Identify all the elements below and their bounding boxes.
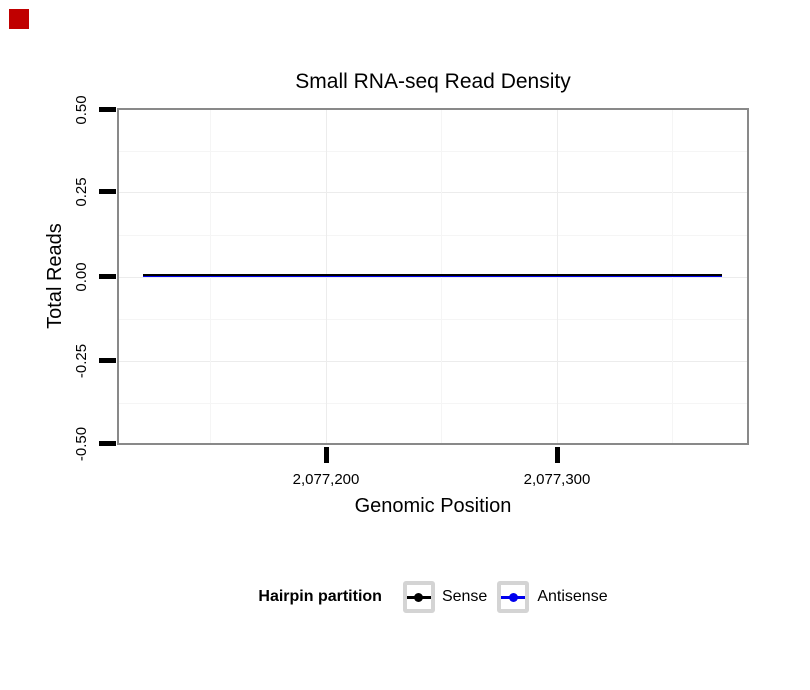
- y-tick-mark: [99, 189, 116, 194]
- x-tick-label: 2,077,200: [292, 471, 360, 488]
- legend-key-sense: [402, 581, 435, 613]
- y-tick-mark: [99, 358, 116, 363]
- gridline-major-horizontal: [119, 277, 747, 278]
- x-tick-label: 2,077,300: [523, 471, 591, 488]
- gridline-minor-horizontal: [119, 151, 747, 152]
- y-tick-mark: [99, 107, 116, 112]
- y-tick-label: 0.00: [73, 262, 90, 292]
- y-tick-label: -0.25: [73, 343, 90, 379]
- x-tick-mark: [324, 447, 329, 463]
- gridline-minor-horizontal: [119, 319, 747, 320]
- legend-title: Hairpin partition: [258, 588, 382, 605]
- y-tick-label: 0.25: [73, 177, 90, 207]
- chart-title: Small RNA-seq Read Density: [295, 70, 571, 93]
- antisense-dot-icon: [508, 592, 518, 602]
- legend: Hairpin partition Sense Antisense: [117, 580, 749, 614]
- legend-label-antisense: Antisense: [537, 588, 608, 605]
- gridline-major-horizontal: [119, 361, 747, 362]
- y-tick-mark: [99, 274, 116, 279]
- y-axis-title: Total Reads: [44, 223, 66, 329]
- y-tick-mark: [99, 441, 116, 446]
- red-marker-square: [9, 9, 29, 29]
- read-density-line: [143, 274, 722, 277]
- sense-line: [143, 274, 722, 276]
- y-tick-label: 0.50: [73, 95, 90, 125]
- plot-panel-border: [117, 108, 749, 445]
- x-axis-title: Genomic Position: [354, 495, 512, 517]
- x-tick-mark: [555, 447, 560, 463]
- sense-dot-icon: [414, 592, 424, 602]
- gridline-minor-horizontal: [119, 403, 747, 404]
- legend-label-sense: Sense: [441, 588, 488, 605]
- y-tick-label: -0.50: [73, 426, 90, 462]
- gridline-major-horizontal: [119, 192, 747, 193]
- antisense-line: [143, 276, 722, 277]
- gridline-minor-horizontal: [119, 235, 747, 236]
- legend-key-antisense: [497, 581, 530, 613]
